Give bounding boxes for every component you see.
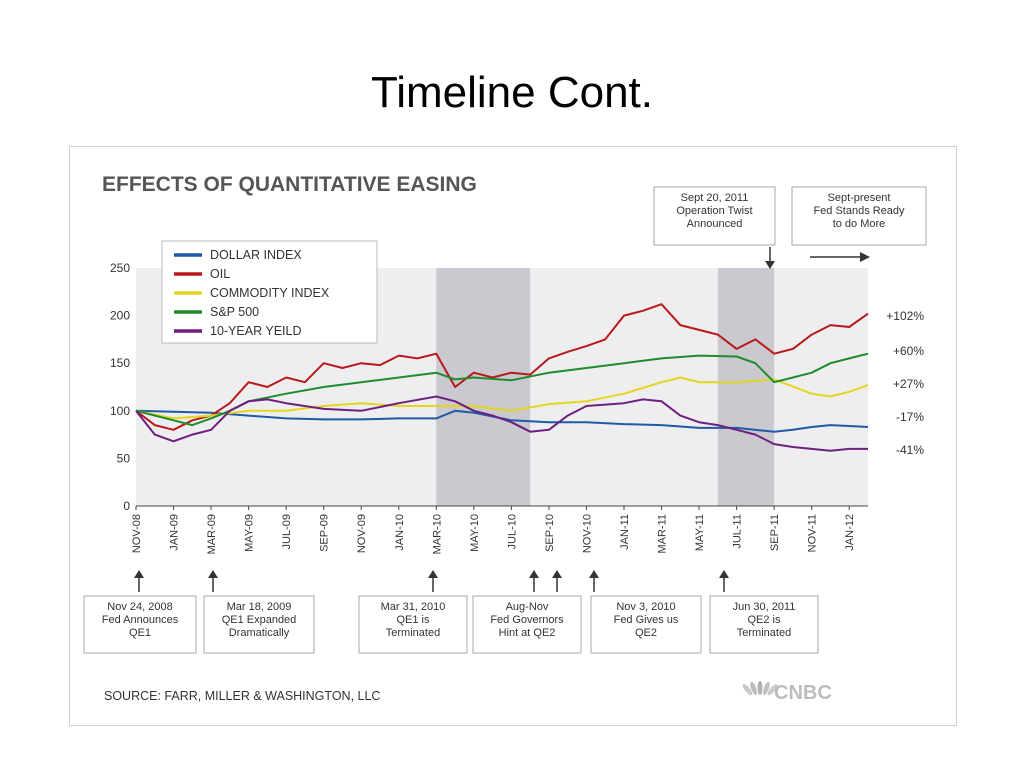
x-tick-label: MAY-09 bbox=[244, 514, 256, 552]
annotation-qe2t-text: Terminated bbox=[737, 627, 791, 639]
x-tick-label: MAR-10 bbox=[431, 514, 443, 554]
x-tick-label: MAR-11 bbox=[657, 514, 669, 554]
timeline-arrow-2-head bbox=[208, 570, 218, 578]
x-tick-label: MAY-10 bbox=[469, 514, 481, 552]
annotation-ready-text: Fed Stands Ready bbox=[813, 205, 905, 217]
cnbc-logo-text: CNBC bbox=[774, 682, 832, 704]
annotation-hint-text: Aug-Nov bbox=[506, 601, 549, 613]
arrow-twist-head bbox=[765, 261, 775, 269]
shaded-period-1 bbox=[436, 268, 531, 506]
timeline-arrow-3-head bbox=[428, 570, 438, 578]
cnbc-logo-feather bbox=[750, 681, 757, 696]
y-tick-label: 100 bbox=[110, 404, 130, 418]
source-text: SOURCE: FARR, MILLER & WASHINGTON, LLC bbox=[104, 689, 380, 703]
y-tick-label: 0 bbox=[123, 499, 130, 513]
x-tick-label: JUL-09 bbox=[281, 514, 293, 549]
annotation-qe1t-text: Terminated bbox=[386, 627, 440, 639]
annotation-qe1t-text: Mar 31, 2010 bbox=[381, 601, 446, 613]
annotation-qe1-text: QE1 bbox=[129, 627, 151, 639]
annotation-hint-text: Fed Governors bbox=[490, 614, 564, 626]
x-tick-label: MAR-09 bbox=[206, 514, 218, 554]
timeline-arrow-1-head bbox=[134, 570, 144, 578]
shaded-period-2 bbox=[717, 268, 775, 506]
annotation-qe1x-text: Mar 18, 2009 bbox=[227, 601, 292, 613]
y-tick-label: 50 bbox=[117, 451, 131, 465]
x-tick-label: JAN-11 bbox=[619, 514, 631, 550]
annotation-twist-text: Operation Twist bbox=[676, 205, 752, 217]
annotation-twist-text: Announced bbox=[687, 218, 743, 230]
legend-label: S&P 500 bbox=[210, 305, 259, 319]
x-tick-label: NOV-08 bbox=[131, 514, 143, 553]
series-line-commodity-index bbox=[135, 376, 869, 420]
cnbc-logo-feather bbox=[767, 684, 778, 696]
slide-title: Timeline Cont. bbox=[370, 68, 654, 117]
annotation-qe2t-box bbox=[709, 595, 819, 654]
legend-label: COMMODITY INDEX bbox=[210, 286, 330, 300]
chart-figure: EFFECTS OF QUANTITATIVE EASING 0 50 100 150 2… bbox=[69, 146, 957, 726]
chart-svg: EFFECTS OF QUANTITATIVE EASING 0 50 100 150 2… bbox=[83, 173, 927, 704]
annotation-qe2-text: QE2 bbox=[635, 627, 657, 639]
annotation-hint-box bbox=[472, 595, 582, 654]
annotation-hint-text: Hint at QE2 bbox=[499, 627, 556, 639]
x-tick-label: NOV-10 bbox=[581, 514, 593, 553]
x-tick-label: NOV-09 bbox=[356, 514, 368, 553]
x-tick-label: MAY-11 bbox=[694, 514, 706, 551]
y-tick-label: 200 bbox=[110, 309, 130, 323]
series-end-label: +27% bbox=[893, 377, 924, 391]
timeline-arrow-6-head bbox=[589, 570, 599, 578]
series-line-10-year-yeild bbox=[135, 395, 868, 452]
chart-title: EFFECTS OF QUANTITATIVE EASING bbox=[102, 173, 477, 196]
x-tick-label: JUL-10 bbox=[506, 514, 518, 549]
x-tick-label: JUL-11 bbox=[732, 514, 744, 549]
x-tick-label: SEP-10 bbox=[544, 514, 556, 552]
x-tick-label: JAN-12 bbox=[844, 514, 856, 551]
series-line-oil bbox=[135, 303, 869, 431]
arrow-ready-head bbox=[860, 252, 870, 262]
annotation-twist-box bbox=[653, 186, 776, 246]
x-tick-label: NOV-11 bbox=[807, 514, 819, 552]
x-tick-label: SEP-11 bbox=[769, 514, 781, 551]
series-end-label: -41% bbox=[896, 443, 924, 457]
annotation-ready-text: Sept-present bbox=[828, 192, 891, 204]
legend-label: 10-YEAR YEILD bbox=[210, 324, 301, 338]
annotation-ready-box bbox=[791, 186, 927, 246]
annotation-qe1-text: Nov 24, 2008 bbox=[107, 601, 172, 613]
annotation-qe2t-text: Jun 30, 2011 bbox=[733, 601, 796, 613]
cnbc-logo-feather bbox=[763, 681, 770, 696]
x-tick-label: SEP-09 bbox=[319, 514, 331, 552]
annotation-qe1-box bbox=[83, 595, 197, 654]
annotation-qe1x-text: QE1 Expanded bbox=[222, 614, 297, 626]
annotation-qe1x-box bbox=[203, 595, 315, 654]
series-end-label: +102% bbox=[886, 309, 924, 323]
legend-label: OIL bbox=[210, 267, 230, 281]
annotation-qe2-text: Nov 3, 2010 bbox=[616, 601, 675, 613]
cnbc-logo-feather bbox=[757, 681, 763, 695]
timeline-arrow-7-head bbox=[719, 570, 729, 578]
x-tick-label: JAN-09 bbox=[169, 514, 181, 551]
y-tick-label: 250 bbox=[110, 261, 130, 275]
annotation-ready-text: to do More bbox=[833, 218, 886, 230]
annotation-qe2-text: Fed Gives us bbox=[614, 614, 679, 626]
annotation-qe1t-text: QE1 is bbox=[396, 614, 430, 626]
series-end-label: +60% bbox=[893, 344, 924, 358]
legend-label: DOLLAR INDEX bbox=[210, 248, 302, 262]
series-line-dollar-index bbox=[135, 409, 869, 433]
annotation-qe1-text: Fed Announces bbox=[102, 614, 179, 626]
timeline-arrow-4-head bbox=[529, 570, 539, 578]
timeline-arrow-5-head bbox=[552, 570, 562, 578]
y-tick-label: 150 bbox=[110, 356, 130, 370]
annotation-qe2t-text: QE2 is bbox=[747, 614, 781, 626]
x-tick-label: JAN-10 bbox=[394, 514, 406, 551]
cnbc-logo-feather bbox=[742, 684, 753, 696]
annotation-qe1x-text: Dramatically bbox=[229, 627, 290, 639]
annotation-twist-text: Sept 20, 2011 bbox=[681, 192, 749, 204]
series-end-label: -17% bbox=[896, 410, 924, 424]
annotation-qe1t-box bbox=[358, 595, 468, 654]
annotation-qe2-box bbox=[590, 595, 702, 654]
